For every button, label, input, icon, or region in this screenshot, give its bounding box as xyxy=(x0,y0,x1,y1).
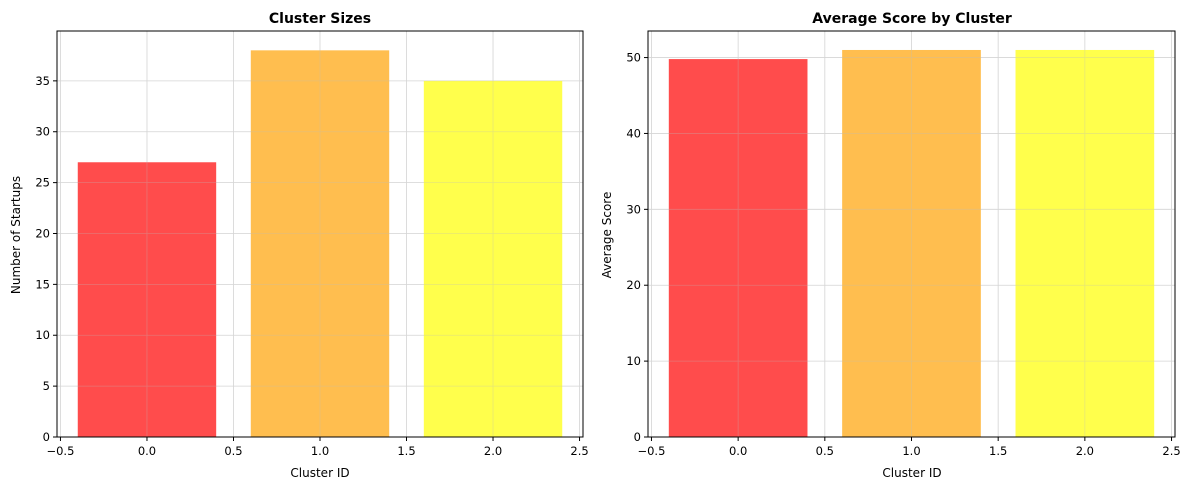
y-tick-label: 15 xyxy=(35,277,50,291)
x-tick-label: 0.5 xyxy=(224,444,242,458)
x-tick-label: 0.5 xyxy=(816,444,834,458)
chart-title: Cluster Sizes xyxy=(269,11,371,27)
y-tick-label: 25 xyxy=(35,176,50,190)
bars xyxy=(668,49,1155,438)
x-axis-label: Cluster ID xyxy=(290,466,349,480)
bar xyxy=(842,49,981,438)
chart-title: Average Score by Cluster xyxy=(812,11,1012,27)
y-tick-label: 10 xyxy=(35,328,50,342)
y-tick-label: 40 xyxy=(626,126,641,140)
bar xyxy=(423,80,563,437)
y-axis-label: Average Score xyxy=(600,192,614,279)
bar xyxy=(77,162,217,437)
y-tick-label: 5 xyxy=(43,379,50,393)
x-tick-label: −0.5 xyxy=(637,444,665,458)
x-tick-label: 2.0 xyxy=(484,444,502,458)
y-tick-label: 20 xyxy=(626,278,641,292)
y-tick-label: 20 xyxy=(35,226,50,240)
x-tick-label: 1.0 xyxy=(902,444,920,458)
y-tick-label: 10 xyxy=(626,354,641,368)
x-tick-label: 2.5 xyxy=(1162,444,1180,458)
x-ticks: −0.5 0.0 0.5 1.0 1.5 2.0 2.5 xyxy=(637,437,1181,458)
y-ticks: 0 5 10 15 20 25 30 35 xyxy=(35,74,57,444)
x-tick-label: 1.5 xyxy=(397,444,415,458)
y-tick-label: 0 xyxy=(634,430,641,444)
y-ticks: 0 10 20 30 40 50 xyxy=(626,51,648,444)
chart-average-score: Average Score by Cluster Cluster ID Aver… xyxy=(600,11,1181,480)
x-axis-label: Cluster ID xyxy=(882,466,941,480)
bar xyxy=(1015,49,1155,438)
y-tick-label: 0 xyxy=(43,430,50,444)
y-tick-label: 50 xyxy=(626,51,641,65)
x-tick-label: 0.0 xyxy=(138,444,156,458)
x-ticks: −0.5 0.0 0.5 1.0 1.5 2.0 2.5 xyxy=(46,437,589,458)
chart-cluster-sizes: Cluster Sizes Cluster ID Number of Start… xyxy=(9,11,589,480)
y-tick-label: 30 xyxy=(626,202,641,216)
y-tick-label: 30 xyxy=(35,125,50,139)
x-tick-label: 1.5 xyxy=(989,444,1007,458)
y-axis-label: Number of Startups xyxy=(9,176,23,294)
x-tick-label: 1.0 xyxy=(311,444,329,458)
bar xyxy=(668,59,808,438)
x-tick-label: 2.0 xyxy=(1076,444,1094,458)
grid-overlay xyxy=(57,31,583,438)
x-tick-label: 0.0 xyxy=(729,444,747,458)
bar xyxy=(250,50,390,437)
bars xyxy=(77,50,563,437)
grid-overlay xyxy=(648,31,1175,438)
x-tick-label: −0.5 xyxy=(46,444,74,458)
x-tick-label: 2.5 xyxy=(570,444,588,458)
y-tick-label: 35 xyxy=(35,74,50,88)
